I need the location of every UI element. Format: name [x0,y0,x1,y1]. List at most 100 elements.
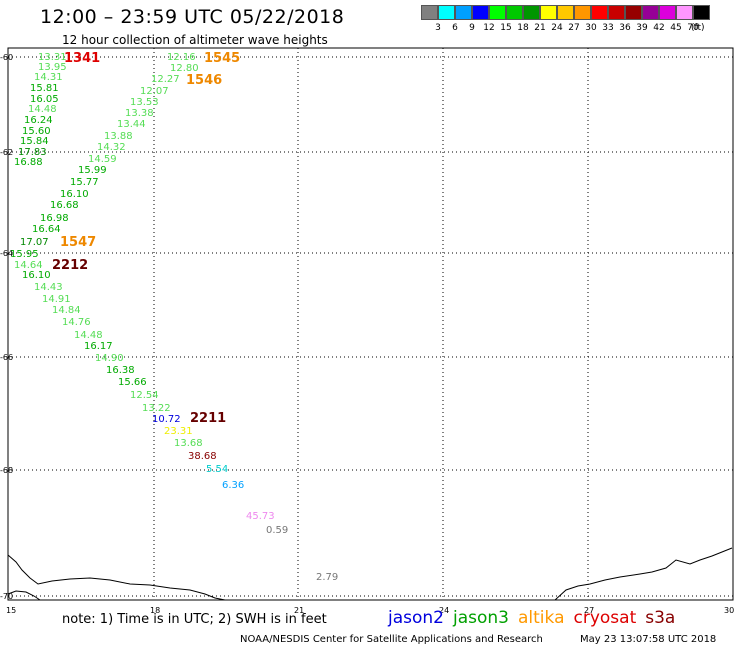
lon-tick-label: 18 [150,606,160,615]
satellite-name: s3a [645,608,676,628]
wave-height-reading: 16.05 [30,94,59,105]
legend-swatch [574,5,591,20]
legend-swatch [523,5,540,20]
wave-height-reading: 16.24 [24,115,53,126]
legend-swatch [557,5,574,20]
legend-label: 6 [452,23,458,33]
credit-line: NOAA/NESDIS Center for Satellite Applica… [240,634,543,645]
wave-height-reading: 14.91 [42,294,71,305]
legend-label: 15 [500,23,512,33]
legend-swatch [591,5,608,20]
wave-height-reading: 14.59 [88,154,117,165]
lat-tick-label: -68 [0,466,13,475]
lon-tick-label: 15 [6,606,16,615]
wave-height-reading: 14.48 [28,104,57,115]
wave-height-reading: 5.54 [206,464,228,475]
wave-height-reading: 16.17 [84,341,113,352]
lon-tick-label: 27 [584,606,594,615]
wave-height-reading: 14.32 [97,142,126,153]
wave-height-reading: 15.84 [20,136,49,147]
legend-swatch [472,5,489,20]
legend-swatch [540,5,557,20]
wave-height-reading: 13.95 [38,62,67,73]
wave-height-reading: 14.31 [34,72,63,83]
generated-timestamp: May 23 13:07:58 UTC 2018 [580,634,717,645]
legend-swatch [659,5,676,20]
legend-unit: (ft) [691,23,705,33]
pass-time-label: 1545 [204,51,240,66]
wave-height-reading: 45.73 [246,511,275,522]
wave-height-reading: 15.77 [70,177,99,188]
wave-height-reading: 15.81 [30,83,59,94]
legend-label: 18 [517,23,529,33]
satellite-name: jason3 [453,608,509,628]
legend-label: 24 [551,23,563,33]
wave-height-reading: 17.83 [18,147,47,158]
legend-swatch [625,5,642,20]
satellite-name: jason2 [388,608,444,628]
wave-height-reading: 23.31 [164,426,193,437]
wave-height-reading: 13.38 [125,108,154,119]
legend-swatch [693,5,710,20]
wave-height-reading: 14.43 [34,282,63,293]
wave-height-reading: 14.84 [52,305,81,316]
wave-height-reading: 16.88 [14,157,43,168]
antarctic-coastline [7,554,226,601]
wave-height-reading: 12.27 [151,74,180,85]
legend-swatch [455,5,472,20]
wave-readings: 13.3113.9514.3115.8116.0514.4816.2415.60… [10,52,338,583]
legend-label: 45 [670,23,682,33]
legend-label: 70 [687,23,699,33]
pass-time-label: 2211 [190,411,226,426]
wave-height-reading: 14.76 [62,317,91,328]
map-subtitle: 12 hour collection of altimeter wave hei… [62,33,328,47]
wave-height-reading: 14.90 [95,353,124,364]
wave-height-reading: 16.38 [106,365,135,376]
wave-height-reading: 6.36 [222,480,244,491]
legend-label: 21 [534,23,546,33]
wave-height-reading: 16.68 [50,200,79,211]
lat-tick-label: -60 [0,53,13,62]
wave-height-reading: 12.80 [170,63,199,74]
wave-height-reading: 2.79 [316,572,338,583]
satellite-name: cryosat [573,608,637,628]
legend-swatch [506,5,523,20]
lat-tick-label: -66 [0,353,13,362]
wave-height-reading: 15.99 [78,165,107,176]
pass-time-label: 1547 [60,235,96,250]
wave-height-reading: 16.98 [40,213,69,224]
legend-label: 30 [585,23,597,33]
wave-height-reading: 13.44 [117,119,146,130]
lat-tick-label: -62 [0,148,13,157]
footer-note: note: 1) Time is in UTC; 2) SWH is in fe… [62,612,327,627]
legend-label: 12 [483,23,495,33]
legend-swatch [676,5,693,20]
lon-tick-label: 21 [294,606,304,615]
wave-height-reading: 17.07 [20,237,49,248]
wave-height-reading: 15.66 [118,377,147,388]
legend-swatch [421,5,438,20]
lon-tick-label: 24 [439,606,449,615]
coastline [7,547,733,601]
wave-height-reading: 0.59 [266,525,288,536]
satellite-name: altika [518,608,565,628]
pass-time-label: 1341 [64,51,100,66]
wave-height-reading: 16.10 [60,189,89,200]
wave-height-reading: 38.68 [188,451,217,462]
antarctic-coastline-east [554,547,733,601]
wave-height-reading: 10.72 [152,414,181,425]
pass-labels: 1341 1545 1546 1547 2212 2211 [52,51,240,426]
lat-lon-grid [7,47,734,601]
wave-height-reading: 15.95 [10,249,39,260]
lat-tick-label: -70 [0,592,13,601]
legend-label: 39 [636,23,648,33]
legend-label: 9 [469,23,475,33]
antarctic-coastline-west [7,590,41,601]
satellite-key: jason2 jason3 altika cryosat s3a [388,608,684,628]
wave-height-reading: 13.68 [174,438,203,449]
legend-swatch [438,5,455,20]
wave-height-reading: 12.54 [130,390,159,401]
wave-height-reading: 13.22 [142,403,171,414]
lon-tick-label: 30 [724,606,734,615]
